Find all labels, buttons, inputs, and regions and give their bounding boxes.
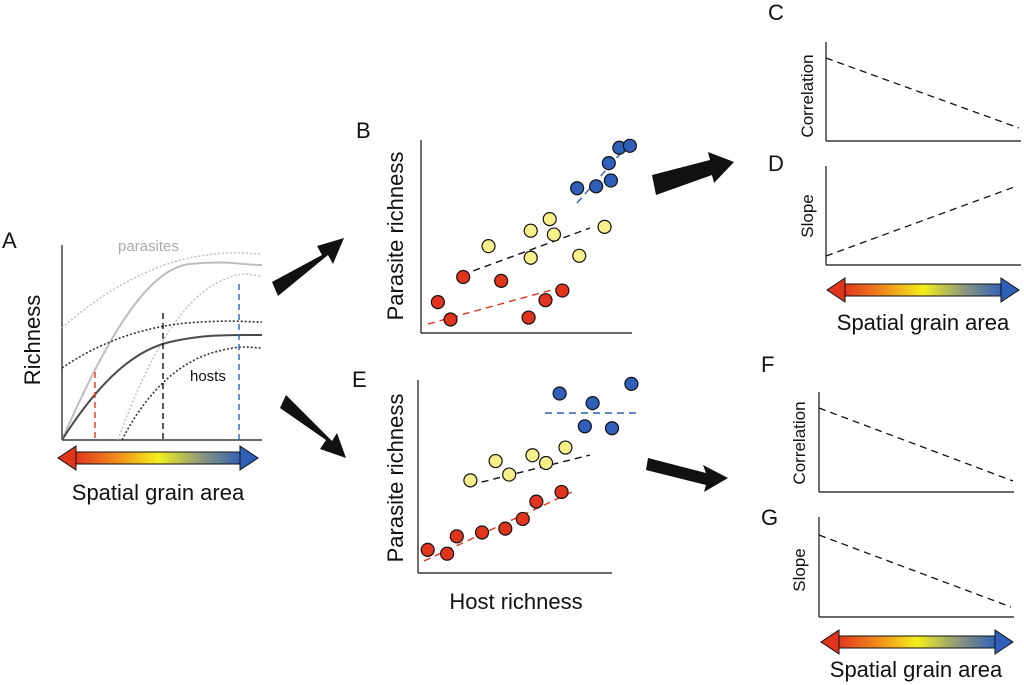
- e-point-yellow: [488, 453, 503, 469]
- b-point-blue: [601, 156, 616, 171]
- b-point-blue: [622, 138, 637, 153]
- b-point-red: [494, 273, 509, 288]
- panel-g-trend: [818, 534, 1012, 608]
- panel-a-x-label: Spatial grain area: [72, 480, 245, 505]
- panel-f: F Correlation: [761, 352, 1014, 493]
- panel-d-label: D: [768, 151, 784, 176]
- b-point-red: [555, 283, 570, 298]
- e-point-blue: [585, 396, 600, 411]
- arrow-b-to-cd: [652, 152, 734, 195]
- panel-b: B Parasite richness: [356, 118, 637, 334]
- b-point-red: [538, 293, 553, 308]
- panel-a-label: A: [2, 228, 17, 253]
- e-point-red: [515, 511, 530, 527]
- b-point-yellow: [523, 223, 538, 238]
- panel-g: G Slope Spatial grain area: [761, 505, 1014, 682]
- panel-d-y-label: Slope: [798, 194, 817, 237]
- e-point-blue: [604, 421, 620, 436]
- panel-b-y-label: Parasite richness: [383, 152, 408, 321]
- b-point-yellow: [546, 227, 562, 242]
- e-point-red: [440, 546, 455, 561]
- b-point-yellow: [597, 219, 612, 234]
- b-point-yellow: [523, 250, 538, 265]
- panel-d-trend: [825, 185, 1018, 257]
- panel-f-label: F: [761, 352, 774, 377]
- panel-a: A parasites hosts Richness Spatial grain…: [2, 228, 263, 505]
- panel-e-x-label: Host richness: [449, 589, 582, 614]
- parasites-lower-bound: [117, 273, 263, 441]
- e-point-yellow: [502, 467, 517, 482]
- panel-g-grain-arrow: [820, 629, 1014, 655]
- parasites-label: parasites: [118, 238, 179, 255]
- panel-a-grain-arrow: [57, 445, 259, 471]
- panel-g-x-label: Spatial grain area: [830, 657, 1003, 682]
- arrow-e-to-fg: [646, 458, 728, 492]
- panel-c-label: C: [768, 0, 784, 25]
- panel-g-label: G: [761, 505, 778, 530]
- e-point-red: [474, 525, 490, 540]
- e-point-yellow: [463, 473, 478, 488]
- b-point-red: [456, 269, 471, 285]
- e-point-red: [554, 484, 569, 500]
- b-point-red: [430, 295, 445, 310]
- e-point-red: [449, 529, 464, 544]
- panel-g-y-label: Slope: [790, 548, 809, 591]
- panel-e-points: [420, 376, 639, 561]
- b-point-yellow: [572, 248, 587, 263]
- hosts-lower-bound: [121, 346, 263, 441]
- b-point-yellow: [481, 239, 496, 254]
- panel-e-y-label: Parasite richness: [383, 394, 408, 563]
- panel-d: D Slope Spatial grain area: [768, 151, 1021, 335]
- e-point-blue: [577, 419, 592, 434]
- b-point-blue: [570, 181, 585, 196]
- panel-b-fit-blue: [576, 145, 628, 204]
- panel-c-trend: [825, 57, 1020, 129]
- e-point-blue: [624, 376, 639, 391]
- panel-cd-grain-arrow: [826, 277, 1020, 303]
- e-point-red: [498, 521, 513, 536]
- hosts-label: hosts: [190, 368, 226, 385]
- e-point-red: [529, 494, 544, 509]
- e-point-blue: [552, 386, 567, 401]
- e-point-red: [420, 542, 435, 557]
- panel-b-points: [430, 138, 637, 327]
- arrow-a-to-b: [272, 238, 344, 296]
- parasites-upper-bound: [61, 252, 263, 329]
- panel-f-y-label: Correlation: [790, 401, 809, 484]
- panel-e-fit-yellow: [469, 454, 591, 486]
- panel-f-trend: [818, 407, 1014, 482]
- e-point-yellow: [525, 448, 540, 463]
- hosts-curve: [61, 333, 263, 441]
- panel-cd-x-label: Spatial grain area: [837, 310, 1010, 335]
- b-point-red: [521, 310, 536, 325]
- panel-a-y-label: Richness: [20, 295, 45, 385]
- b-point-blue: [603, 173, 619, 188]
- hosts-upper-bound: [61, 320, 263, 369]
- panel-b-label: B: [356, 118, 371, 143]
- panel-e: E Parasite richness Host richness: [352, 367, 640, 614]
- panel-c-y-label: Correlation: [798, 54, 817, 137]
- parasites-curve: [61, 261, 263, 441]
- panel-c: C Correlation: [768, 0, 1021, 142]
- e-point-yellow: [538, 455, 554, 471]
- panel-b-fit-yellow: [461, 227, 591, 276]
- e-point-yellow: [558, 440, 573, 455]
- arrow-a-to-e: [280, 395, 346, 458]
- panel-e-label: E: [352, 367, 367, 392]
- b-point-red: [443, 312, 458, 327]
- b-point-yellow: [542, 212, 557, 227]
- b-point-blue: [589, 179, 604, 194]
